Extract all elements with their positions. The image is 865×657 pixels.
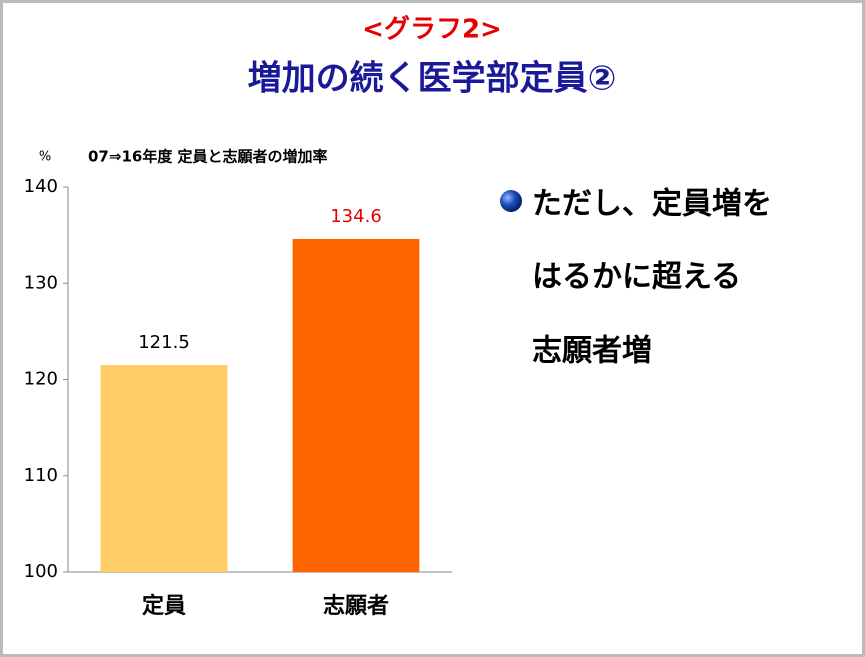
- bullet-line: はるかに超える: [532, 260, 741, 295]
- value-label: 134.6: [330, 206, 382, 227]
- y-axis-label: %: [39, 150, 51, 165]
- bar: [100, 365, 228, 572]
- y-tick-label: 120: [24, 369, 58, 390]
- chart-title: 07⇒16年度 定員と志願者の増加率: [88, 148, 328, 166]
- y-tick-label: 140: [24, 176, 58, 197]
- bullet-line: ただし、定員増を: [532, 187, 772, 222]
- bullet-line: 志願者増: [532, 334, 652, 369]
- x-tick-label: 定員: [142, 593, 186, 619]
- y-tick-label: 130: [24, 272, 58, 293]
- value-label: 121.5: [138, 332, 190, 353]
- x-tick-label: 志願者: [323, 594, 389, 619]
- bullet-icon: [500, 190, 522, 212]
- y-tick-label: 110: [24, 465, 58, 486]
- slide-title: 増加の続く医学部定員②: [248, 59, 617, 99]
- bar: [292, 238, 420, 572]
- y-tick-label: 100: [24, 561, 58, 582]
- slide-label: <グラフ2>: [362, 15, 502, 45]
